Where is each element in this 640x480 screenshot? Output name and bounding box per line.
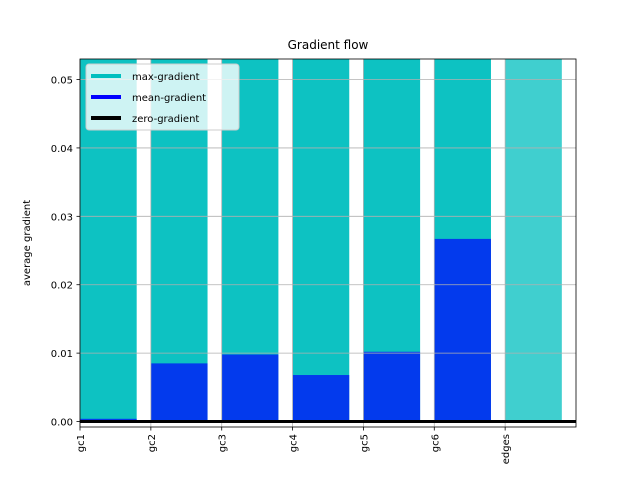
legend-label-max-gradient: max-gradient <box>132 72 200 83</box>
mean-gradient-bar-gc2 <box>150 363 208 422</box>
y-tick-label-0: 0.00 <box>51 418 73 429</box>
axes-layer <box>79 58 577 428</box>
mean-gradient-bar-gc3 <box>221 354 279 422</box>
max-gradient-bar-gc4 <box>292 59 350 422</box>
y-axis-label: average gradient <box>22 200 33 286</box>
legend: max-gradient mean-gradient zero-gradient <box>85 63 240 131</box>
plot-frame <box>79 58 577 428</box>
chart-title: Gradient flow <box>288 38 369 52</box>
x-tick-label-gc5: gc5 <box>359 434 370 452</box>
x-tick-label-edges: edges <box>501 434 512 464</box>
max-gradient-bar-edges <box>505 59 562 422</box>
legend-label-mean-gradient: mean-gradient <box>132 93 206 104</box>
mean-gradient-bar-gc6 <box>434 238 491 422</box>
y-tick-label-1: 0.01 <box>51 349 73 360</box>
mean-gradient-bar-gc4 <box>292 375 350 422</box>
x-tick-label-gc3: gc3 <box>218 434 229 452</box>
y-tick-label-5: 0.05 <box>51 76 73 87</box>
y-tick-label-3: 0.03 <box>51 212 73 223</box>
legend-frame <box>85 63 240 131</box>
x-tick-label-gc2: gc2 <box>147 434 158 452</box>
mean-gradient-bar-gc5 <box>363 351 421 422</box>
ticks-layer: 0.00 0.01 0.02 0.03 0.04 0.05 gc1 gc2 gc3 gc4 gc5 g… <box>51 76 512 465</box>
legend-label-zero-gradient: zero-gradient <box>132 114 199 125</box>
x-tick-label-gc1: gc1 <box>76 434 87 452</box>
x-tick-label-gc6: gc6 <box>430 434 441 452</box>
x-tick-label-gc4: gc4 <box>289 434 300 452</box>
y-tick-label-2: 0.02 <box>51 281 73 292</box>
y-tick-label-4: 0.04 <box>51 144 73 155</box>
